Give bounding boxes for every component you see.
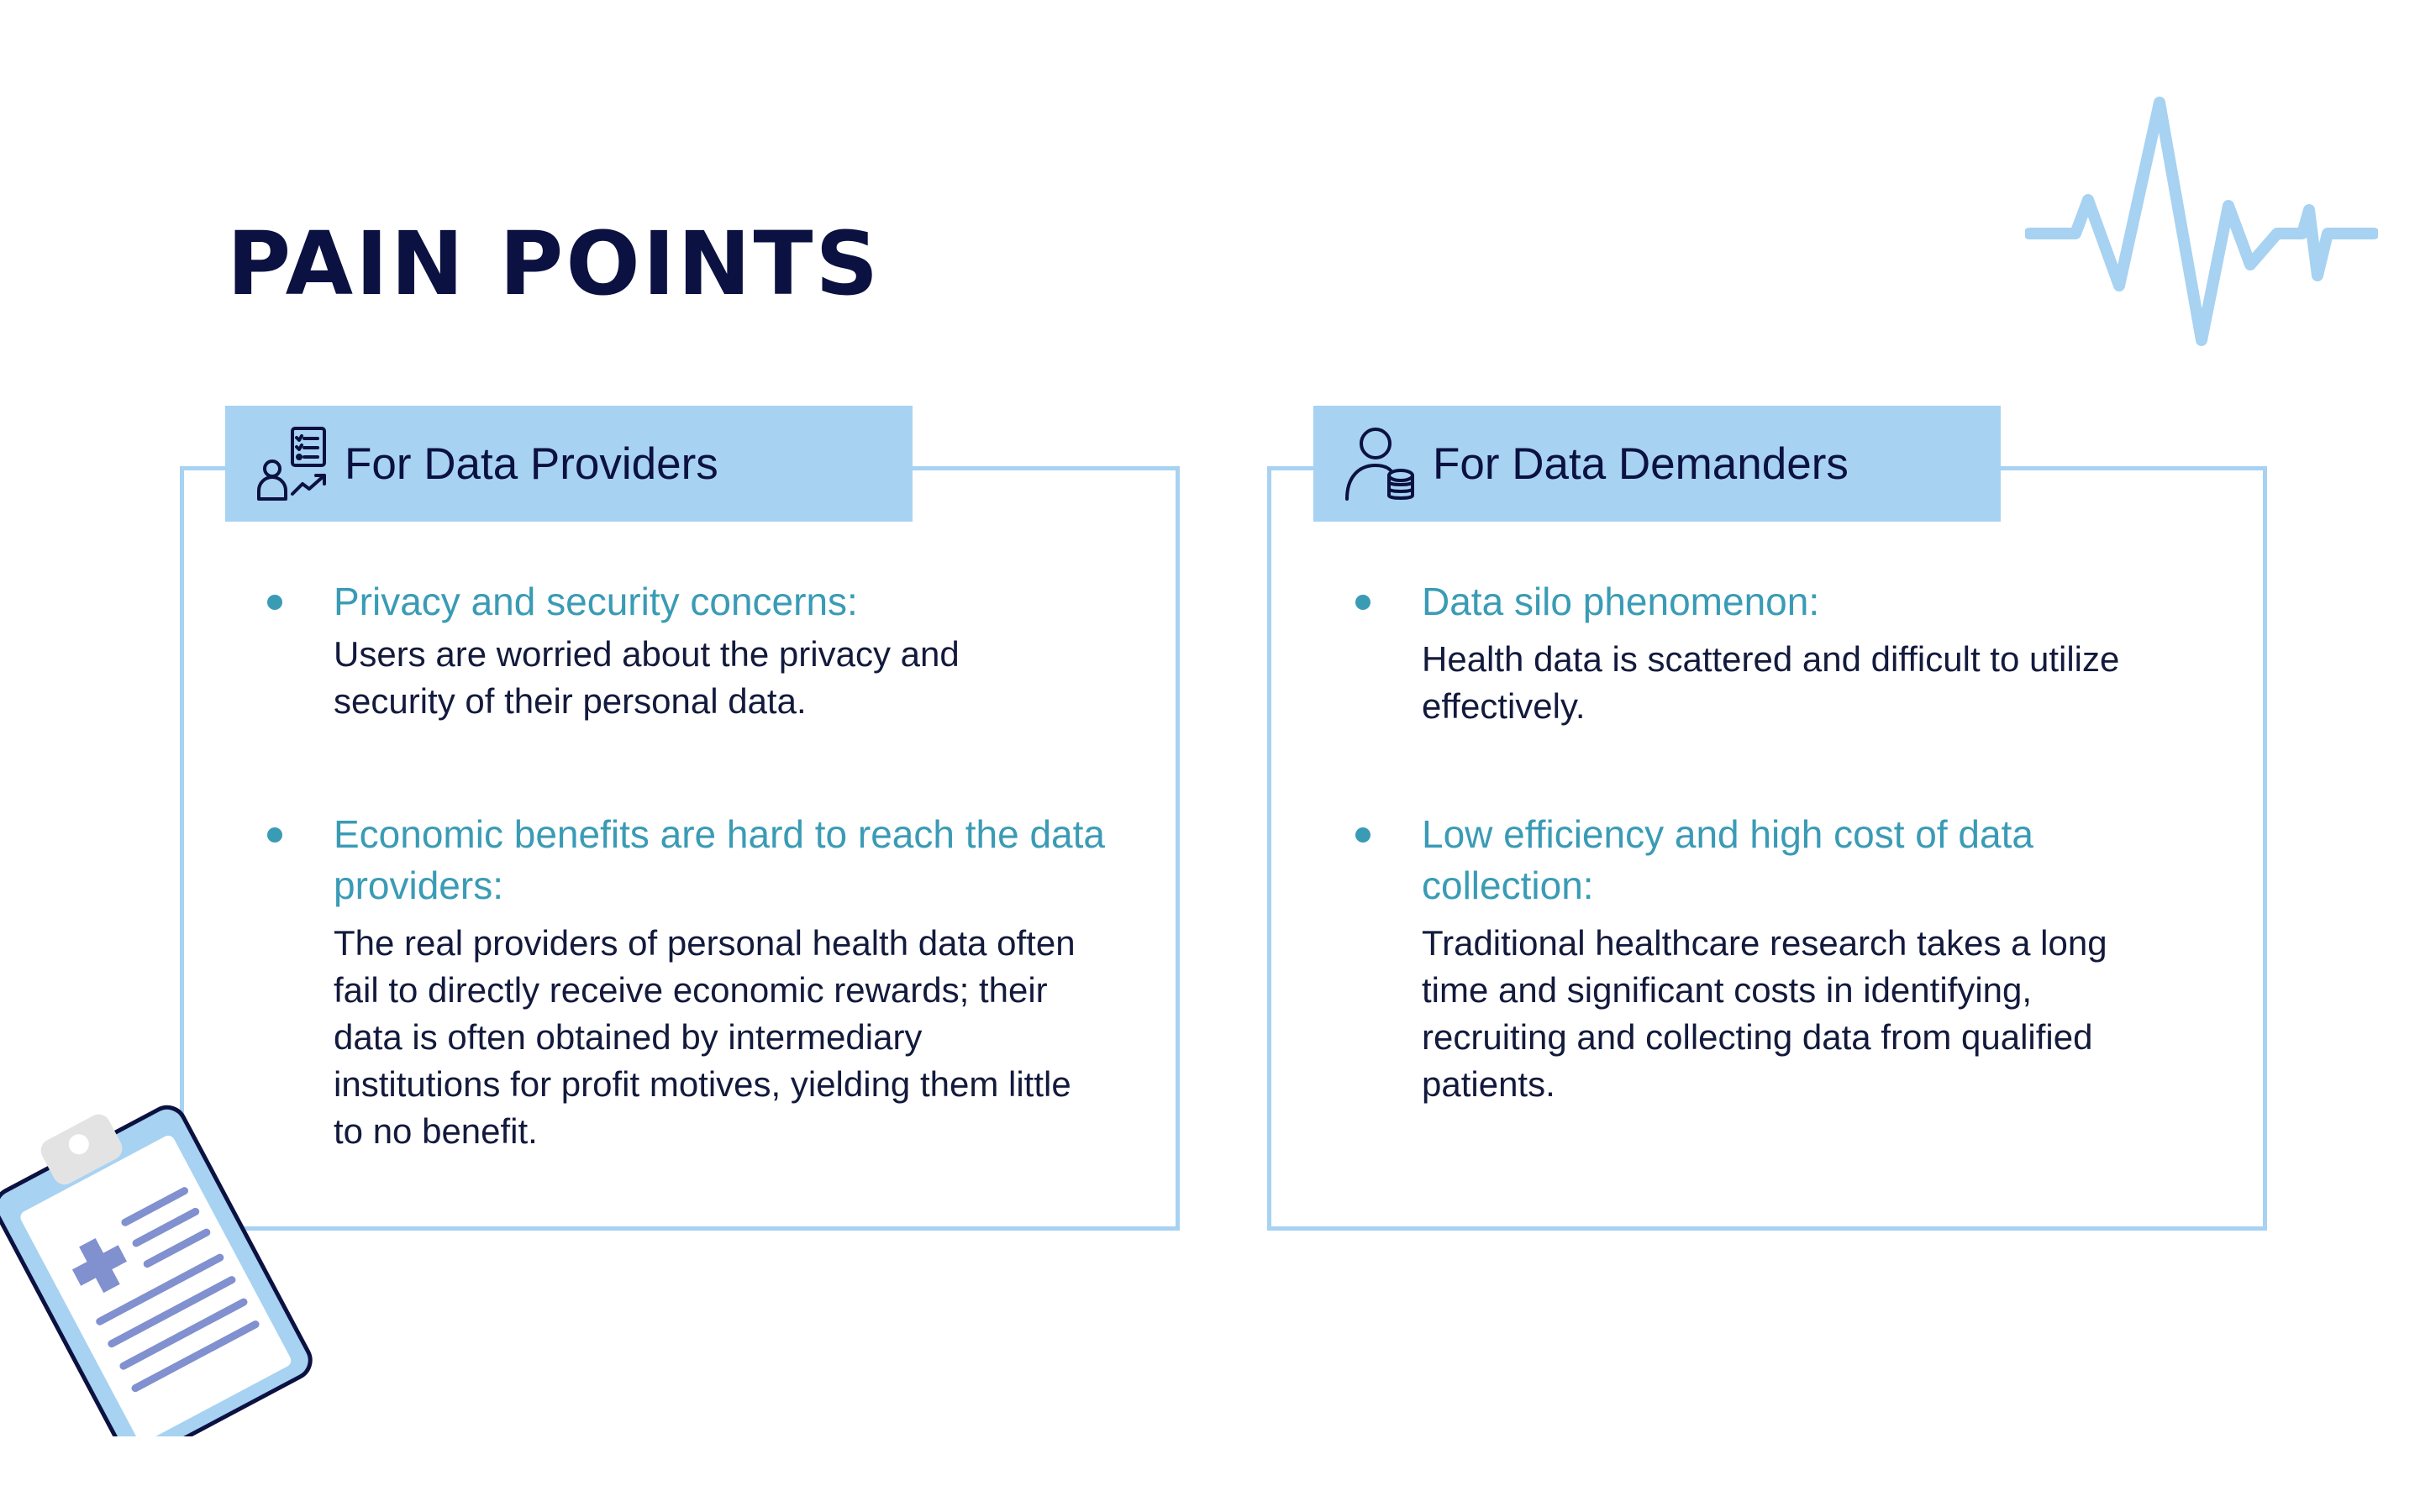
person-checklist-chart-icon — [257, 427, 326, 501]
point-heading: Economic benefits are hard to reach the … — [334, 812, 1106, 907]
person-database-icon — [1345, 428, 1414, 501]
bullet-icon — [1355, 827, 1370, 843]
point-description: Traditional healthcare research takes a … — [1422, 923, 2107, 1104]
medical-clipboard-icon — [0, 1105, 313, 1436]
point-heading: Privacy and security concerns: — [334, 580, 858, 623]
point-description: Users are worried about the privacy and … — [334, 634, 960, 721]
list-item: Economic benefits are hard to reach the … — [334, 809, 1174, 1155]
demanders-card-header: For Data Demanders — [1313, 406, 2001, 522]
providers-card-header: For Data Providers — [225, 406, 913, 522]
bullet-icon — [1355, 595, 1370, 610]
demanders-card-title: For Data Demanders — [1433, 438, 1849, 489]
list-item: Privacy and security concerns: Users are… — [334, 576, 1174, 725]
bullet-icon — [267, 827, 282, 843]
list-item: Low efficiency and high cost of data col… — [1422, 809, 2262, 1108]
point-heading: Data silo phenomenon: — [1422, 580, 1820, 623]
bullet-icon — [267, 595, 282, 610]
point-description: Health data is scattered and difficult t… — [1422, 639, 2120, 726]
point-description: The real providers of personal health da… — [334, 923, 1076, 1151]
page-title: PAIN POINTS — [227, 213, 881, 315]
point-heading: Low efficiency and high cost of data col… — [1422, 812, 2033, 907]
providers-card-title: For Data Providers — [345, 438, 718, 489]
list-item: Data silo phenomenon: Health data is sca… — [1422, 576, 2262, 730]
heartbeat-line-icon — [2025, 97, 2378, 346]
